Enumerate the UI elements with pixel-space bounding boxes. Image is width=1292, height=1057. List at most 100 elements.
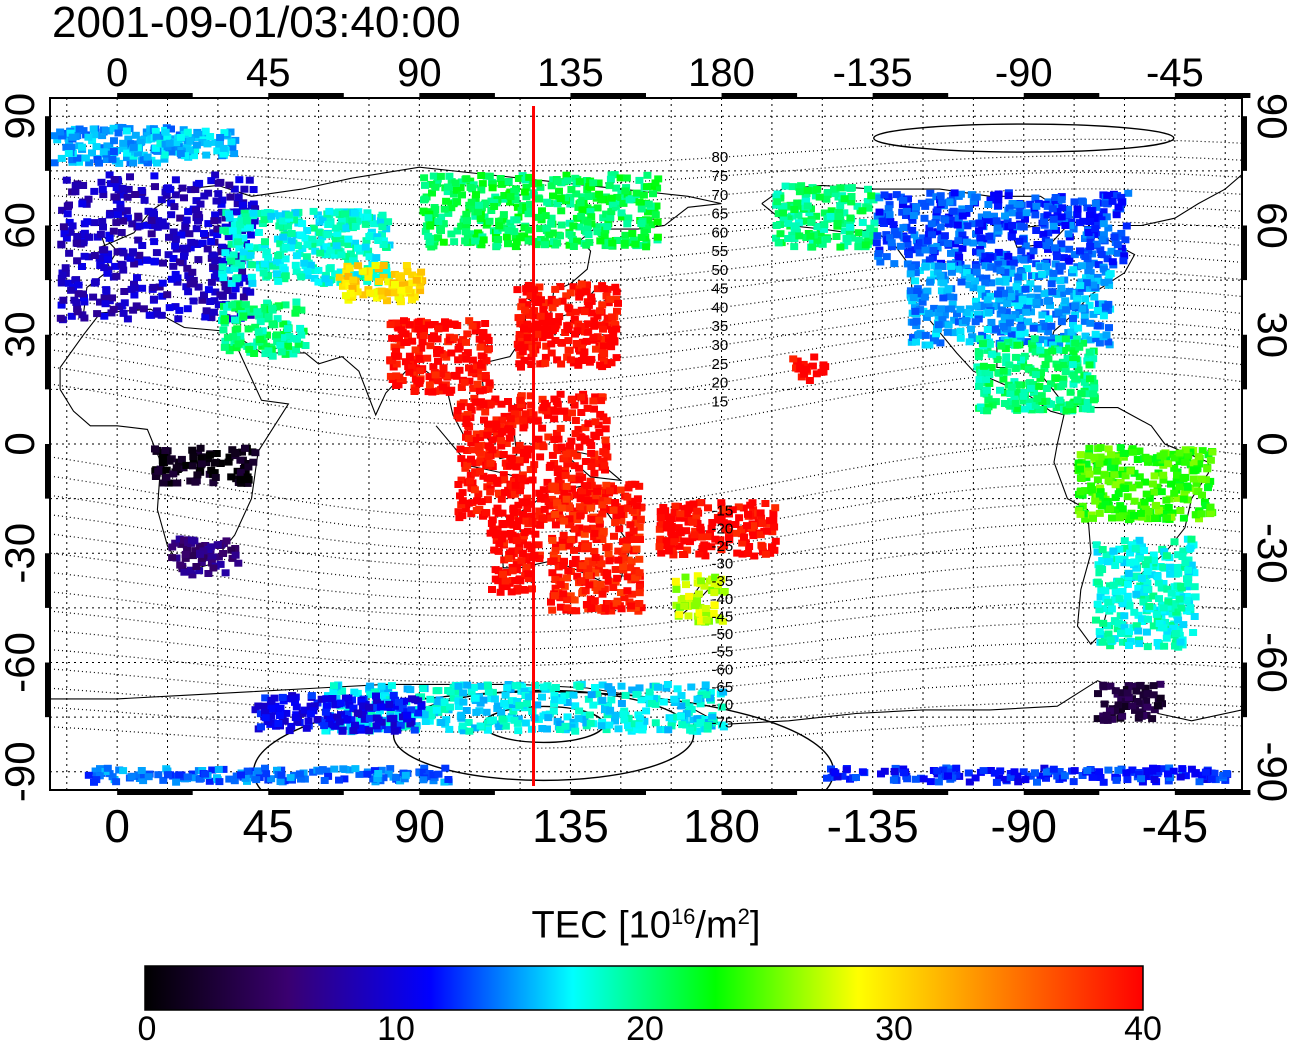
tec-pixel bbox=[151, 144, 160, 152]
tec-pixel bbox=[1022, 209, 1031, 217]
tec-pixel bbox=[893, 231, 902, 239]
tec-pixel bbox=[522, 563, 531, 571]
tec-pixel bbox=[1096, 488, 1105, 496]
tec-pixel bbox=[996, 386, 1004, 394]
tec-pixel bbox=[1028, 272, 1036, 280]
tec-pixel bbox=[527, 512, 536, 520]
tec-pixel bbox=[593, 587, 602, 595]
tec-pixel bbox=[625, 196, 634, 204]
tec-pixel bbox=[241, 301, 250, 309]
tec-pixel bbox=[434, 387, 443, 395]
tec-pixel bbox=[1084, 452, 1093, 460]
tec-pixel bbox=[534, 291, 543, 299]
tec-pixel bbox=[152, 310, 161, 318]
tec-pixel bbox=[1056, 277, 1065, 284]
tec-pixel bbox=[573, 572, 582, 580]
magnetic-contour bbox=[50, 155, 1242, 187]
tec-pixel bbox=[1004, 192, 1013, 200]
tec-pixel bbox=[975, 382, 983, 390]
tec-pixel bbox=[550, 592, 559, 600]
tec-pixel bbox=[1102, 213, 1111, 221]
tec-pixel bbox=[521, 306, 529, 314]
tec-pixel bbox=[682, 527, 691, 535]
tec-pixel bbox=[88, 149, 96, 157]
tec-pixel bbox=[899, 196, 908, 204]
tec-pixel bbox=[581, 587, 590, 595]
tec-pixel bbox=[584, 420, 593, 428]
tec-pixel bbox=[1108, 258, 1117, 266]
tec-pixel bbox=[784, 235, 793, 242]
tec-pixel bbox=[186, 137, 195, 145]
tec-pixel bbox=[1099, 265, 1108, 273]
tec-pixel bbox=[1008, 209, 1017, 217]
tec-pixel bbox=[402, 262, 411, 269]
tec-pixel bbox=[532, 326, 541, 334]
tec-pixel bbox=[249, 186, 258, 193]
tec-pixel bbox=[547, 295, 556, 303]
tec-pixel bbox=[497, 427, 506, 435]
tec-pixel bbox=[602, 417, 611, 425]
tec-pixel bbox=[284, 325, 292, 333]
tec-pixel bbox=[550, 415, 559, 423]
tec-pixel bbox=[236, 221, 244, 229]
tec-pixel bbox=[431, 371, 440, 379]
tec-pixel bbox=[485, 217, 494, 225]
tec-pixel bbox=[1086, 275, 1094, 283]
tec-pixel bbox=[564, 502, 573, 510]
tec-pixel bbox=[549, 327, 557, 335]
tec-pixel bbox=[240, 185, 249, 193]
tec-pixel bbox=[449, 190, 458, 198]
tec-pixel bbox=[1079, 339, 1088, 347]
tec-pixel bbox=[427, 180, 436, 188]
tec-pixel bbox=[1103, 458, 1112, 466]
tec-pixel bbox=[1046, 301, 1054, 309]
tec-pixel bbox=[394, 293, 403, 301]
tec-pixel bbox=[864, 204, 873, 212]
tec-pixel bbox=[185, 146, 194, 154]
tec-pixel bbox=[287, 230, 296, 237]
tec-pixel bbox=[670, 538, 679, 546]
tec-pixel bbox=[619, 554, 628, 562]
tec-pixel bbox=[557, 221, 566, 229]
tec-pixel bbox=[1066, 388, 1075, 396]
tec-pixel bbox=[213, 147, 222, 155]
tec-pixel bbox=[184, 208, 193, 216]
tec-pixel bbox=[977, 213, 986, 221]
tec-pixel bbox=[512, 463, 521, 471]
tec-pixel bbox=[612, 184, 621, 192]
tec-pixel bbox=[793, 357, 802, 365]
tec-pixel bbox=[215, 140, 224, 148]
tec-pixel bbox=[280, 266, 289, 274]
tec-pixel bbox=[925, 224, 934, 232]
tec-pixel bbox=[574, 425, 583, 433]
tec-pixel bbox=[522, 498, 530, 506]
tec-pixel bbox=[539, 306, 548, 314]
tec-pixel bbox=[515, 441, 524, 449]
tec-pixel bbox=[656, 508, 665, 516]
tec-pixel bbox=[723, 520, 732, 528]
tec-pixel bbox=[808, 362, 817, 370]
tec-pixel bbox=[835, 209, 844, 216]
tec-pixel bbox=[122, 127, 131, 135]
tec-pixel bbox=[583, 482, 592, 490]
coastline bbox=[435, 425, 517, 478]
tec-pixel bbox=[392, 352, 401, 360]
tec-pixel bbox=[795, 188, 804, 196]
tec-pixel bbox=[112, 219, 121, 227]
tec-pixel bbox=[1137, 615, 1146, 623]
tec-pixel bbox=[1117, 244, 1126, 252]
tec-pixel bbox=[563, 604, 572, 612]
tec-pixel bbox=[1177, 563, 1186, 571]
tec-pixel bbox=[383, 297, 391, 305]
tec-pixel bbox=[229, 333, 238, 341]
tec-pixel bbox=[93, 156, 102, 163]
tec-pixel bbox=[1095, 339, 1104, 347]
tec-pixel bbox=[593, 204, 602, 212]
tec-pixel bbox=[550, 436, 559, 443]
tec-pixel bbox=[890, 260, 899, 268]
tec-pixel bbox=[1025, 365, 1033, 373]
tec-pixel bbox=[761, 550, 770, 558]
tec-pixel bbox=[623, 493, 632, 501]
tec-pixel bbox=[711, 573, 720, 581]
tec-pixel bbox=[119, 217, 128, 225]
